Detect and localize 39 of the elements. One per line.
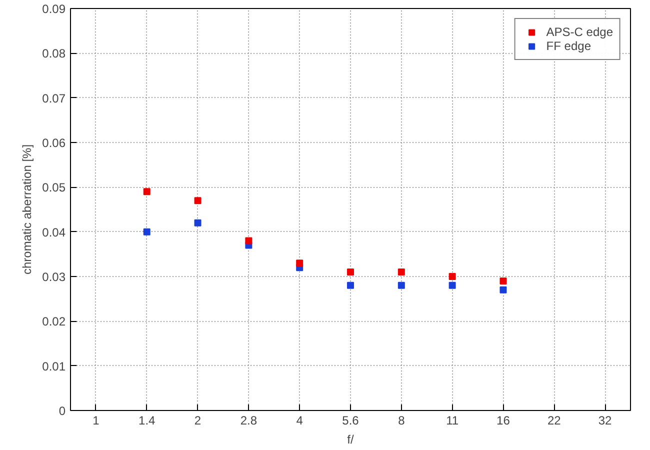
y-axis-title: chromatic aberration [%] <box>20 144 34 275</box>
x-axis-title: f/ <box>347 432 354 446</box>
point <box>347 282 354 289</box>
x-tick-label: 1.4 <box>138 414 156 428</box>
legend-label: FF edge <box>546 39 591 53</box>
x-tick-label: 16 <box>496 414 510 428</box>
x-tick-label: 4 <box>296 414 304 428</box>
x-tick-label: 22 <box>547 414 562 428</box>
point <box>500 277 507 284</box>
x-tick-label: 2 <box>194 414 202 428</box>
y-tick-label: 0.06 <box>42 136 66 150</box>
x-tick-label: 5.6 <box>342 414 360 428</box>
y-tick-label: 0.08 <box>42 46 66 61</box>
point <box>500 286 507 294</box>
point <box>194 219 202 226</box>
x-tick-label: 2.8 <box>240 414 258 428</box>
y-tick-label: 0.03 <box>42 270 66 284</box>
point <box>245 237 252 244</box>
point <box>194 197 202 204</box>
y-tick-label: 0.01 <box>42 359 66 374</box>
legend-label: APS-C edge <box>546 25 613 39</box>
point <box>448 282 456 289</box>
x-tick-label: 32 <box>598 414 612 428</box>
y-tick-label: 0.05 <box>42 180 66 195</box>
point <box>398 282 405 289</box>
point <box>347 268 354 276</box>
x-tick-label: 11 <box>446 414 459 428</box>
y-tick-label: 0.09 <box>42 2 66 16</box>
point <box>143 228 150 236</box>
x-tick-label: 8 <box>398 414 406 428</box>
y-tick-label: 0.07 <box>42 91 66 106</box>
y-tick-label: 0.04 <box>42 225 66 240</box>
point <box>398 268 405 276</box>
point <box>296 260 304 267</box>
x-tick-label: 1 <box>92 414 100 428</box>
point <box>143 188 150 196</box>
y-tick-label: 0 <box>58 404 66 418</box>
y-tick-label: 0.02 <box>42 314 66 329</box>
point <box>448 273 456 280</box>
